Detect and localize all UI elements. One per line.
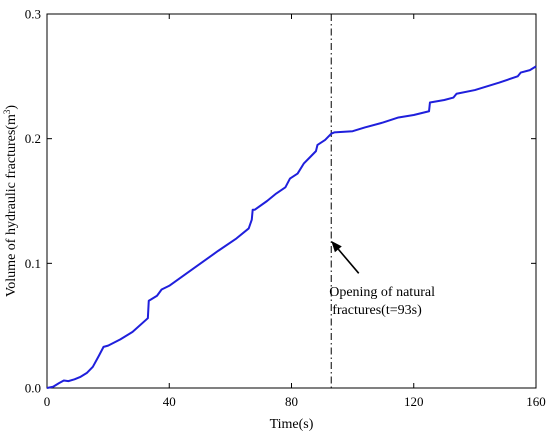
y-axis-title: Volume of hydraulic fractures(m3)	[2, 105, 19, 297]
annotation-text-line1: Opening of natural	[329, 285, 435, 300]
plot-frame	[46, 13, 537, 389]
x-tick-label: 160	[526, 394, 546, 409]
x-tick-label: 80	[285, 394, 298, 409]
x-tick-label: 120	[404, 394, 424, 409]
annotation-text-line2: fractures(t=93s)	[332, 303, 422, 318]
annotation-arrow-head	[331, 240, 342, 253]
y-tick-label: 0.1	[25, 256, 41, 271]
plot-border	[46, 13, 537, 389]
x-tick-label: 0	[44, 394, 51, 409]
x-tick-label: 40	[163, 394, 176, 409]
y-tick-label: 0.3	[25, 7, 41, 22]
y-axis-title-close: )	[4, 105, 19, 110]
y-axis-title-superscript: 3	[2, 109, 12, 114]
y-axis-title-main: Volume of hydraulic fractures(m	[4, 114, 19, 297]
y-tick-label: 0.0	[25, 381, 41, 396]
annotation-arrow-shaft	[337, 248, 360, 274]
x-axis-title: Time(s)	[270, 417, 314, 432]
annotation: Opening of natural fractures(t=93s)	[329, 240, 435, 318]
y-tick-label: 0.2	[25, 131, 41, 146]
axis-ticks	[46, 13, 537, 389]
series-line	[46, 65, 537, 389]
tick-labels: 0 40 80 120 160 0.0 0.1 0.2 0.3	[25, 7, 546, 410]
